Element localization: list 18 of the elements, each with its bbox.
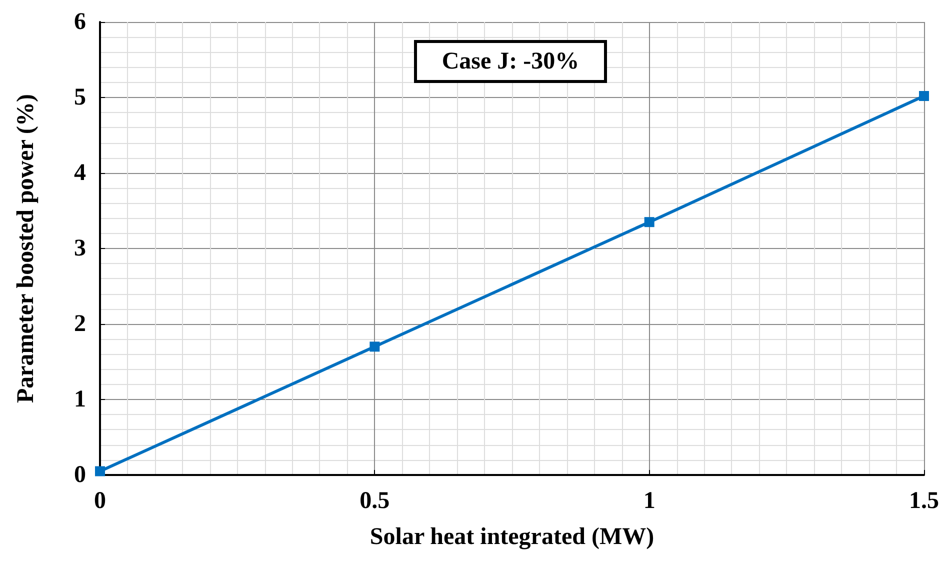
y-tick-label: 0 [74, 462, 86, 488]
annotation: Case J: -30% [442, 48, 580, 74]
x-tick-label: 0.5 [360, 488, 390, 514]
y-tick-label: 6 [74, 9, 86, 35]
y-tick-label: 1 [74, 386, 86, 412]
x-tick-label: 1.5 [909, 488, 939, 514]
point [370, 342, 380, 352]
x-axis-title: Solar heat integrated (MW) [370, 524, 654, 550]
point [95, 466, 105, 476]
x-tick-label: 0 [94, 488, 106, 514]
x-tick-label: 1 [643, 488, 656, 514]
y-tick-label: 5 [74, 84, 86, 110]
point [919, 90, 929, 101]
y-tick-label: 2 [74, 311, 86, 337]
point [644, 217, 654, 228]
y-tick-label: 4 [74, 160, 86, 186]
y-tick-label: 3 [74, 236, 86, 262]
y-axis-title: Parameter boosted power (%) [13, 94, 39, 404]
